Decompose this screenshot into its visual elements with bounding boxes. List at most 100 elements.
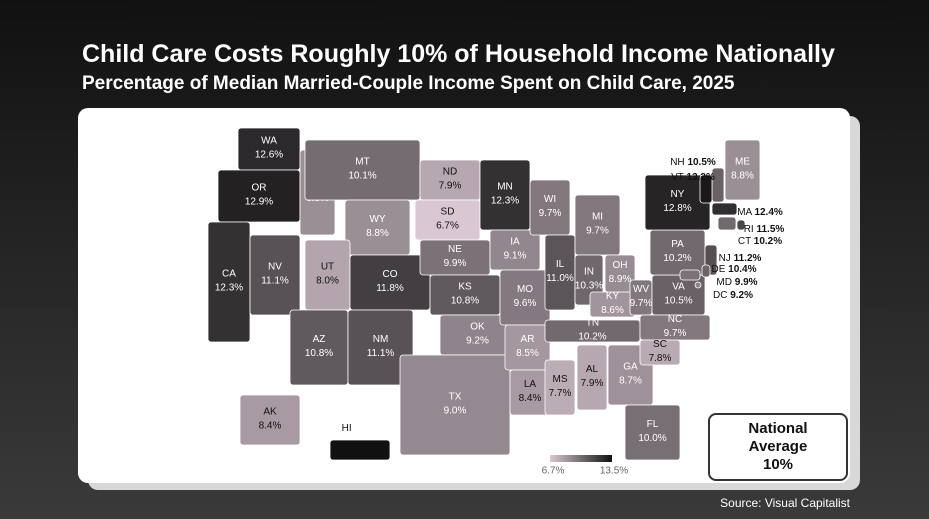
state-value: 8.7% (619, 376, 642, 387)
state-abbr: ME (735, 157, 750, 168)
state-abbr: AL (586, 364, 599, 375)
state-abbr: WI (544, 194, 556, 205)
state-value: 10.8% (305, 348, 333, 359)
state-value: 10.2% (754, 236, 782, 247)
state-value: 9.0% (444, 406, 467, 417)
state-value: 12.3% (215, 283, 243, 294)
state-value: 8.5% (516, 348, 539, 359)
state-abbr: ND (443, 167, 457, 178)
state-label: HI 13.5% (339, 423, 370, 460)
state-value: 8.8% (731, 171, 754, 182)
state-abbr: LA (524, 379, 537, 390)
legend-min: 6.7% (542, 466, 565, 477)
state-abbr: NC (668, 314, 682, 325)
source: Source: Visual Capitalist (720, 496, 850, 510)
state-label: DC 9.2% (713, 290, 753, 301)
state (717, 216, 737, 231)
state-label: DE 10.4% (711, 264, 756, 275)
state-abbr: KY (606, 291, 620, 302)
state-abbr: AZ (313, 334, 326, 345)
state-value: 9.1% (504, 251, 527, 262)
state (544, 359, 576, 416)
state-abbr: PA (671, 239, 684, 250)
state (329, 439, 391, 461)
state (699, 174, 713, 204)
state-value: 6.7% (436, 221, 459, 232)
state-abbr: RI (744, 224, 754, 235)
state-value: 12.6% (255, 150, 283, 161)
state-value: 9.2% (466, 336, 489, 347)
state-label: VT 13.2% (671, 172, 715, 183)
state-value: 8.0% (316, 276, 339, 287)
state-abbr: CO (383, 269, 398, 280)
state-value: 8.4% (259, 421, 282, 432)
legend-max: 13.5% (600, 466, 628, 477)
state-value: 12.3% (491, 196, 519, 207)
state-value: 9.7% (630, 298, 653, 309)
state-abbr: NJ (719, 253, 731, 264)
subtitle: Percentage of Median Married-Couple Inco… (82, 73, 735, 94)
state (624, 404, 681, 461)
state-abbr: OK (470, 322, 485, 333)
state (701, 264, 711, 278)
state-abbr: AK (263, 407, 277, 418)
state-value: 11.1% (367, 348, 395, 359)
state-value: 9.9% (444, 258, 467, 269)
state (736, 219, 746, 231)
state-abbr: DC (713, 290, 727, 301)
state-abbr: WA (261, 136, 277, 147)
state-value: 12.9% (245, 197, 273, 208)
state-value: 9.6% (514, 298, 537, 309)
state-abbr: NV (268, 262, 282, 273)
state-value: 10.5% (664, 296, 692, 307)
state-value: 9.9% (735, 277, 758, 288)
state-abbr: TN (586, 318, 599, 329)
state (576, 344, 608, 411)
state-abbr: IN (584, 267, 594, 278)
state (347, 309, 414, 386)
state-value: 11.5% (756, 224, 784, 235)
state-value: 10.8% (451, 296, 479, 307)
state-value: 10.5% (687, 157, 715, 168)
state-abbr: TX (449, 392, 462, 403)
state-value: 10.2% (578, 332, 606, 343)
state-abbr: OH (613, 260, 628, 271)
state-value: 10.0% (638, 433, 666, 444)
state-abbr: UT (321, 262, 334, 273)
state-label: MA 12.4% (737, 207, 783, 218)
state-abbr: IL (556, 259, 565, 270)
state-abbr: MI (592, 212, 603, 223)
state-abbr: AR (521, 334, 535, 345)
state (711, 202, 738, 216)
state-abbr: NM (373, 334, 389, 345)
state-value: 7.7% (549, 388, 572, 399)
state-abbr: MA (737, 207, 752, 218)
state-abbr: MS (553, 374, 568, 385)
state-value: 9.7% (586, 226, 609, 237)
state (639, 339, 681, 366)
state-abbr: CA (222, 269, 236, 280)
state-label: RI 11.5% (744, 224, 785, 235)
state-value: 8.9% (609, 274, 632, 285)
state-value: 10.2% (663, 253, 691, 264)
state-abbr: OR (252, 183, 267, 194)
state (724, 139, 761, 201)
state-abbr: SC (653, 339, 667, 350)
state-abbr: MT (355, 157, 369, 168)
national-average-value: 10% (762, 456, 794, 473)
state-value: 13.2% (687, 172, 715, 183)
state-value: 9.2% (730, 290, 753, 301)
title: Child Care Costs Roughly 10% of Househol… (82, 40, 835, 68)
state-abbr: VT (671, 172, 684, 183)
legend-gradient (550, 455, 612, 462)
state-abbr: WV (633, 284, 649, 295)
state-value: 12.8% (663, 203, 691, 214)
state-abbr: WY (369, 214, 385, 225)
state-label: MD 9.9% (716, 277, 757, 288)
state-value: 12.4% (754, 207, 782, 218)
state-label: NH 10.5% (670, 157, 716, 168)
state-value: 7.8% (649, 353, 672, 364)
state-label: CT 10.2% (738, 236, 782, 247)
